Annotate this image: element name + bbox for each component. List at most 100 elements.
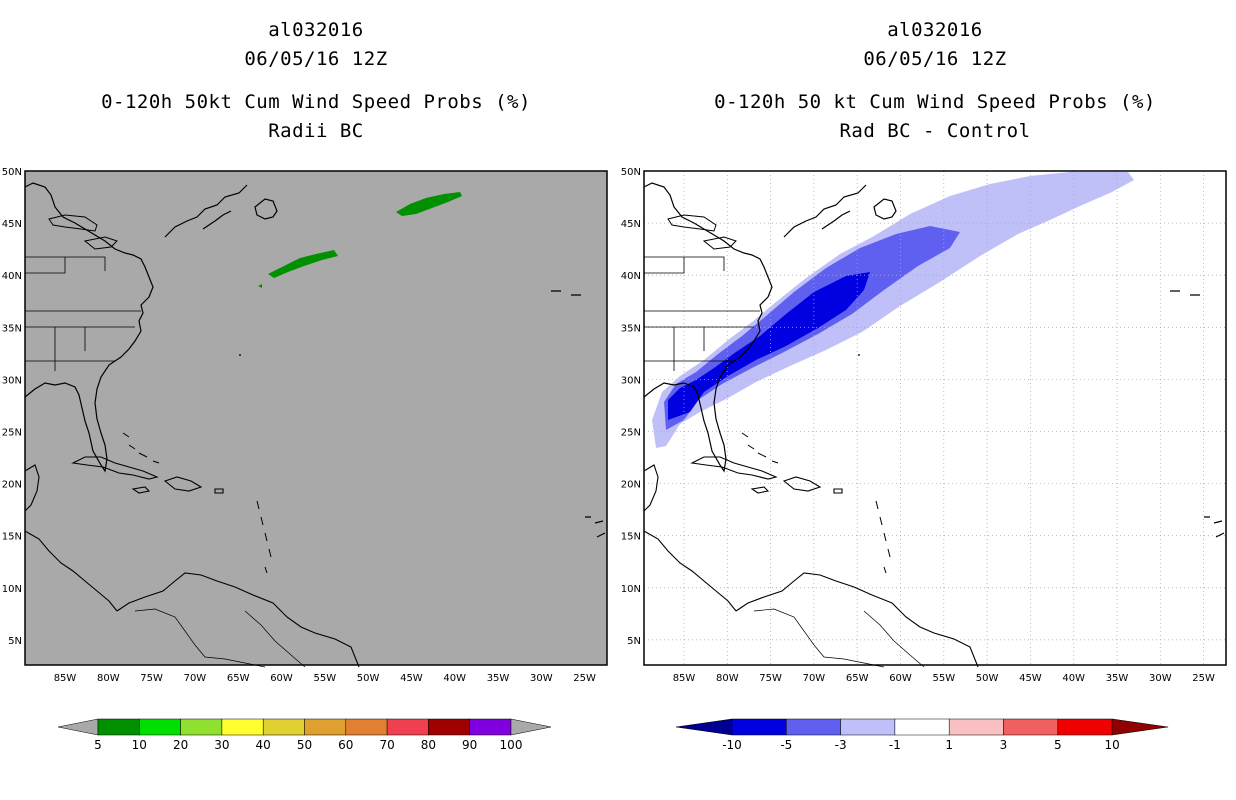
colorbar-low-triangle (675, 718, 733, 736)
right-map-gridlines (644, 170, 1226, 665)
lon-label: 75W (759, 673, 782, 684)
left-product-title: 0-120h 50kt Cum Wind Speed Probs (%) (101, 91, 531, 113)
left-datetime: 06/05/16 12Z (244, 48, 388, 70)
lat-label: 50N (2, 167, 22, 178)
right-storm-id: al032016 (887, 19, 983, 41)
colorbar-label: 30 (214, 738, 229, 752)
colorbar-swatch (786, 718, 841, 736)
colorbar-label: -1 (889, 738, 901, 752)
field-level-minus1-to-minus3 (652, 172, 1134, 448)
lon-label: 40W (443, 673, 466, 684)
colorbar-label: 10 (132, 738, 147, 752)
colorbar-swatch (97, 718, 140, 736)
lon-label: 85W (673, 673, 696, 684)
lat-label: 20N (2, 480, 22, 491)
colorbar-swatch (304, 718, 347, 736)
lat-label: 40N (2, 271, 22, 282)
lon-label: 50W (976, 673, 999, 684)
colorbar-swatch (428, 718, 470, 736)
colorbar-label: 5 (94, 738, 102, 752)
colorbar-label: 60 (338, 738, 353, 752)
colorbar-swatch (139, 718, 181, 736)
colorbar-label: 100 (500, 738, 523, 752)
lon-label: 60W (270, 673, 293, 684)
left-map-background (25, 171, 607, 665)
right-map-frame (643, 170, 1227, 666)
lon-label: 80W (716, 673, 739, 684)
lon-label: 45W (400, 673, 423, 684)
lat-label: 25N (621, 428, 641, 439)
lon-label: 60W (889, 673, 912, 684)
lon-label: 85W (54, 673, 77, 684)
lat-label: 35N (2, 323, 22, 334)
colorbar-label: -10 (722, 738, 742, 752)
lon-label: 30W (530, 673, 553, 684)
colorbar-label: 50 (297, 738, 312, 752)
lon-label: 50W (357, 673, 380, 684)
lon-label: 80W (97, 673, 120, 684)
lat-label: 15N (621, 532, 641, 543)
lon-label: 65W (227, 673, 250, 684)
left-panel-title: al032016 06/05/16 12Z 0-120h 50kt Cum Wi… (25, 16, 607, 146)
lat-label: 30N (2, 375, 22, 386)
lat-label: 45N (621, 219, 641, 230)
lat-label: 20N (621, 480, 641, 491)
colorbar-swatch (948, 718, 1004, 736)
colorbar-label: 70 (379, 738, 394, 752)
lat-label: 5N (8, 636, 22, 647)
colorbar-swatch (180, 718, 223, 736)
right-datetime: 06/05/16 12Z (863, 48, 1007, 70)
colorbar-swatch (840, 718, 896, 736)
colorbar-swatch (1003, 718, 1059, 736)
lat-label: 40N (621, 271, 641, 282)
lon-label: 40W (1062, 673, 1085, 684)
lat-label: 45N (2, 219, 22, 230)
left-map-panel: 50N 45N 40N 35N 30N 25N 20N 15N 10N 5N 85W 80W 75W 7… (2, 167, 608, 684)
left-latitude-labels: 50N 45N 40N 35N 30N 25N 20N 15N 10N 5N (2, 167, 22, 647)
lon-label: 35W (1106, 673, 1129, 684)
field-level-minus5-to-minus10 (668, 272, 870, 420)
colorbar-low-triangle (57, 718, 99, 736)
lon-label: 25W (1192, 673, 1215, 684)
right-difference-field (652, 172, 1134, 448)
colorbar-swatch (221, 718, 264, 736)
lat-label: 10N (621, 584, 641, 595)
lon-label: 30W (1149, 673, 1172, 684)
colorbar-high-triangle (1111, 718, 1169, 736)
colorbar-label: 80 (421, 738, 436, 752)
colorbar-swatch (345, 718, 388, 736)
right-product-title: 0-120h 50 kt Cum Wind Speed Probs (%) (714, 91, 1156, 113)
right-panel-title: al032016 06/05/16 12Z 0-120h 50 kt Cum W… (644, 16, 1226, 146)
lat-label: 50N (621, 167, 641, 178)
colorbar-label: -5 (780, 738, 792, 752)
right-subtitle: Rad BC - Control (839, 120, 1031, 142)
lon-label: 55W (932, 673, 955, 684)
lon-label: 65W (846, 673, 869, 684)
colorbar-swatch (894, 718, 950, 736)
left-subtitle: Radii BC (268, 120, 364, 142)
lat-label: 15N (2, 532, 22, 543)
lon-label: 25W (573, 673, 596, 684)
colorbar-swatch (262, 718, 305, 736)
lon-label: 70W (184, 673, 207, 684)
colorbar-label: 90 (462, 738, 477, 752)
left-longitude-labels: 85W 80W 75W 70W 65W 60W 55W 50W 45W 40W 35W 30W 25W (54, 673, 596, 684)
colorbar-label: 1 (945, 738, 953, 752)
right-map-panel: 50N 45N 40N 35N 30N 25N 20N 15N 10N 5N 85W 80W 75W 7… (621, 167, 1227, 684)
colorbar-label: 40 (256, 738, 271, 752)
colorbar-swatch (469, 718, 512, 736)
colorbar-swatch (386, 718, 429, 736)
colorbar-label: 10 (1104, 738, 1119, 752)
left-colorbar: 5 10 20 30 40 50 60 70 80 90 100 (57, 718, 552, 752)
colorbar-swatch (731, 718, 787, 736)
left-probability-field (258, 192, 462, 288)
colorbar-label: -3 (835, 738, 847, 752)
left-storm-id: al032016 (268, 19, 364, 41)
left-map-frame (24, 170, 608, 666)
colorbar-label: 5 (1054, 738, 1062, 752)
lon-label: 55W (313, 673, 336, 684)
lat-label: 10N (2, 584, 22, 595)
colorbar-high-triangle (510, 718, 552, 736)
lon-label: 35W (487, 673, 510, 684)
